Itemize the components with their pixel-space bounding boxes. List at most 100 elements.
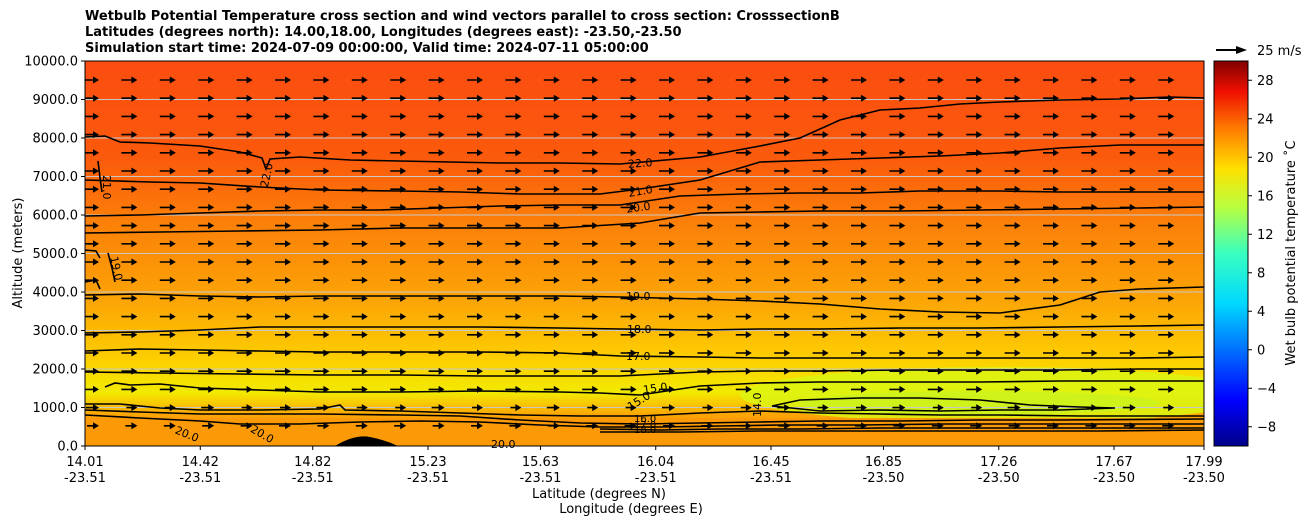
wind-arrow (966, 185, 983, 193)
x-tick-label-lon: -23.51 (64, 471, 106, 486)
wind-arrow (159, 258, 176, 266)
wind-arrow (159, 294, 176, 302)
wind-arrow (313, 203, 330, 211)
wind-arrow (889, 385, 906, 393)
colorbar-tick-label: 12 (1257, 228, 1274, 243)
colorbar-tick-label: 4 (1257, 305, 1265, 320)
wind-arrow (543, 222, 560, 230)
wind-arrow (659, 385, 675, 393)
wind-arrow (812, 349, 829, 357)
wind-arrow (390, 203, 407, 211)
wind-arrow (851, 222, 867, 230)
x-tick-label-lon: -23.51 (520, 471, 562, 486)
wind-arrow (774, 240, 791, 248)
wind-key: 25 m/s (1216, 44, 1302, 59)
wind-arrow (1158, 367, 1175, 375)
wind-arrow (893, 422, 906, 430)
wind-arrow (125, 422, 138, 430)
wind-arrow (505, 76, 522, 84)
wind-arrow (121, 258, 138, 266)
wind-arrow (620, 76, 637, 84)
wind-arrow (467, 240, 483, 248)
wind-arrow (86, 404, 99, 412)
wind-arrow (966, 94, 983, 102)
wind-arrow (313, 131, 330, 139)
wind-arrow (85, 94, 99, 102)
wind-arrow (582, 203, 599, 211)
wind-arrow (735, 222, 752, 230)
x-tick-label-lon: -23.51 (179, 471, 221, 486)
wind-arrow (428, 167, 445, 175)
wind-arrow (543, 313, 560, 321)
wind-arrow (313, 294, 330, 302)
wind-arrow (240, 422, 253, 430)
wind-arrow (510, 404, 522, 412)
wind-arrow (509, 422, 522, 430)
wind-arrow (159, 149, 176, 157)
x-tick-label-lon: -23.51 (292, 471, 334, 486)
wind-arrow (390, 276, 407, 284)
wind-arrow (390, 94, 407, 102)
wind-arrow (1043, 385, 1059, 393)
contour-14 (771, 397, 1116, 412)
wind-arrow (351, 258, 368, 266)
wind-arrow (543, 185, 560, 193)
wind-arrow (1158, 385, 1175, 393)
wind-arrow (85, 185, 99, 193)
wind-arrow (543, 203, 560, 211)
wind-arrow (1004, 76, 1021, 84)
wind-arrow (620, 276, 637, 284)
wind-arrow (505, 331, 522, 339)
wind-arrow (472, 404, 483, 412)
wind-arrow (85, 240, 99, 248)
wind-arrow (1158, 240, 1175, 248)
wind-arrow (1122, 404, 1136, 412)
wind-arrow (582, 367, 599, 375)
wind-arrow (85, 385, 99, 393)
wind-arrow (351, 131, 368, 139)
wind-arrow (236, 167, 253, 175)
wind-arrow (1119, 76, 1136, 84)
wind-arrow (198, 222, 215, 230)
wind-arrow (855, 422, 867, 430)
wind-arrow (1158, 258, 1175, 266)
wind-arrow (927, 385, 944, 393)
wind-arrow (85, 294, 99, 302)
wind-arrow (966, 76, 983, 84)
wind-arrow (428, 240, 445, 248)
wind-arrow (1081, 331, 1098, 339)
wind-arrow (735, 149, 752, 157)
wind-arrow (390, 222, 407, 230)
wind-arrow (697, 203, 714, 211)
y-tick-label: 9000.0 (33, 93, 79, 108)
wind-arrow (927, 349, 944, 357)
wind-arrow (85, 313, 99, 321)
wind-arrow (774, 94, 791, 102)
wind-arrow (889, 331, 906, 339)
wind-arrow (467, 331, 483, 339)
wind-arrow (390, 112, 407, 120)
wind-arrow (851, 203, 867, 211)
wind-arrow (351, 167, 368, 175)
wind-arrow (390, 240, 407, 248)
x-tick-label-lat: 16.04 (637, 455, 674, 470)
wind-arrow (313, 276, 330, 284)
wind-arrow (1123, 422, 1136, 430)
wind-arrow (467, 276, 483, 284)
wind-arrow (467, 294, 483, 302)
wind-arrow (1158, 112, 1175, 120)
wind-arrow (1119, 276, 1136, 284)
wind-arrow (313, 349, 330, 357)
wind-arrow (236, 258, 253, 266)
wind-arrow (659, 331, 675, 339)
wind-arrow (812, 294, 829, 302)
wind-arrow (198, 258, 215, 266)
wind-arrow (164, 404, 176, 412)
wind-arrow (778, 422, 791, 430)
wind-arrow (505, 385, 522, 393)
wind-arrow (505, 276, 522, 284)
wind-arrow (889, 131, 906, 139)
wind-arrow (198, 294, 215, 302)
wind-arrow (236, 313, 253, 321)
wind-arrow (812, 222, 829, 230)
